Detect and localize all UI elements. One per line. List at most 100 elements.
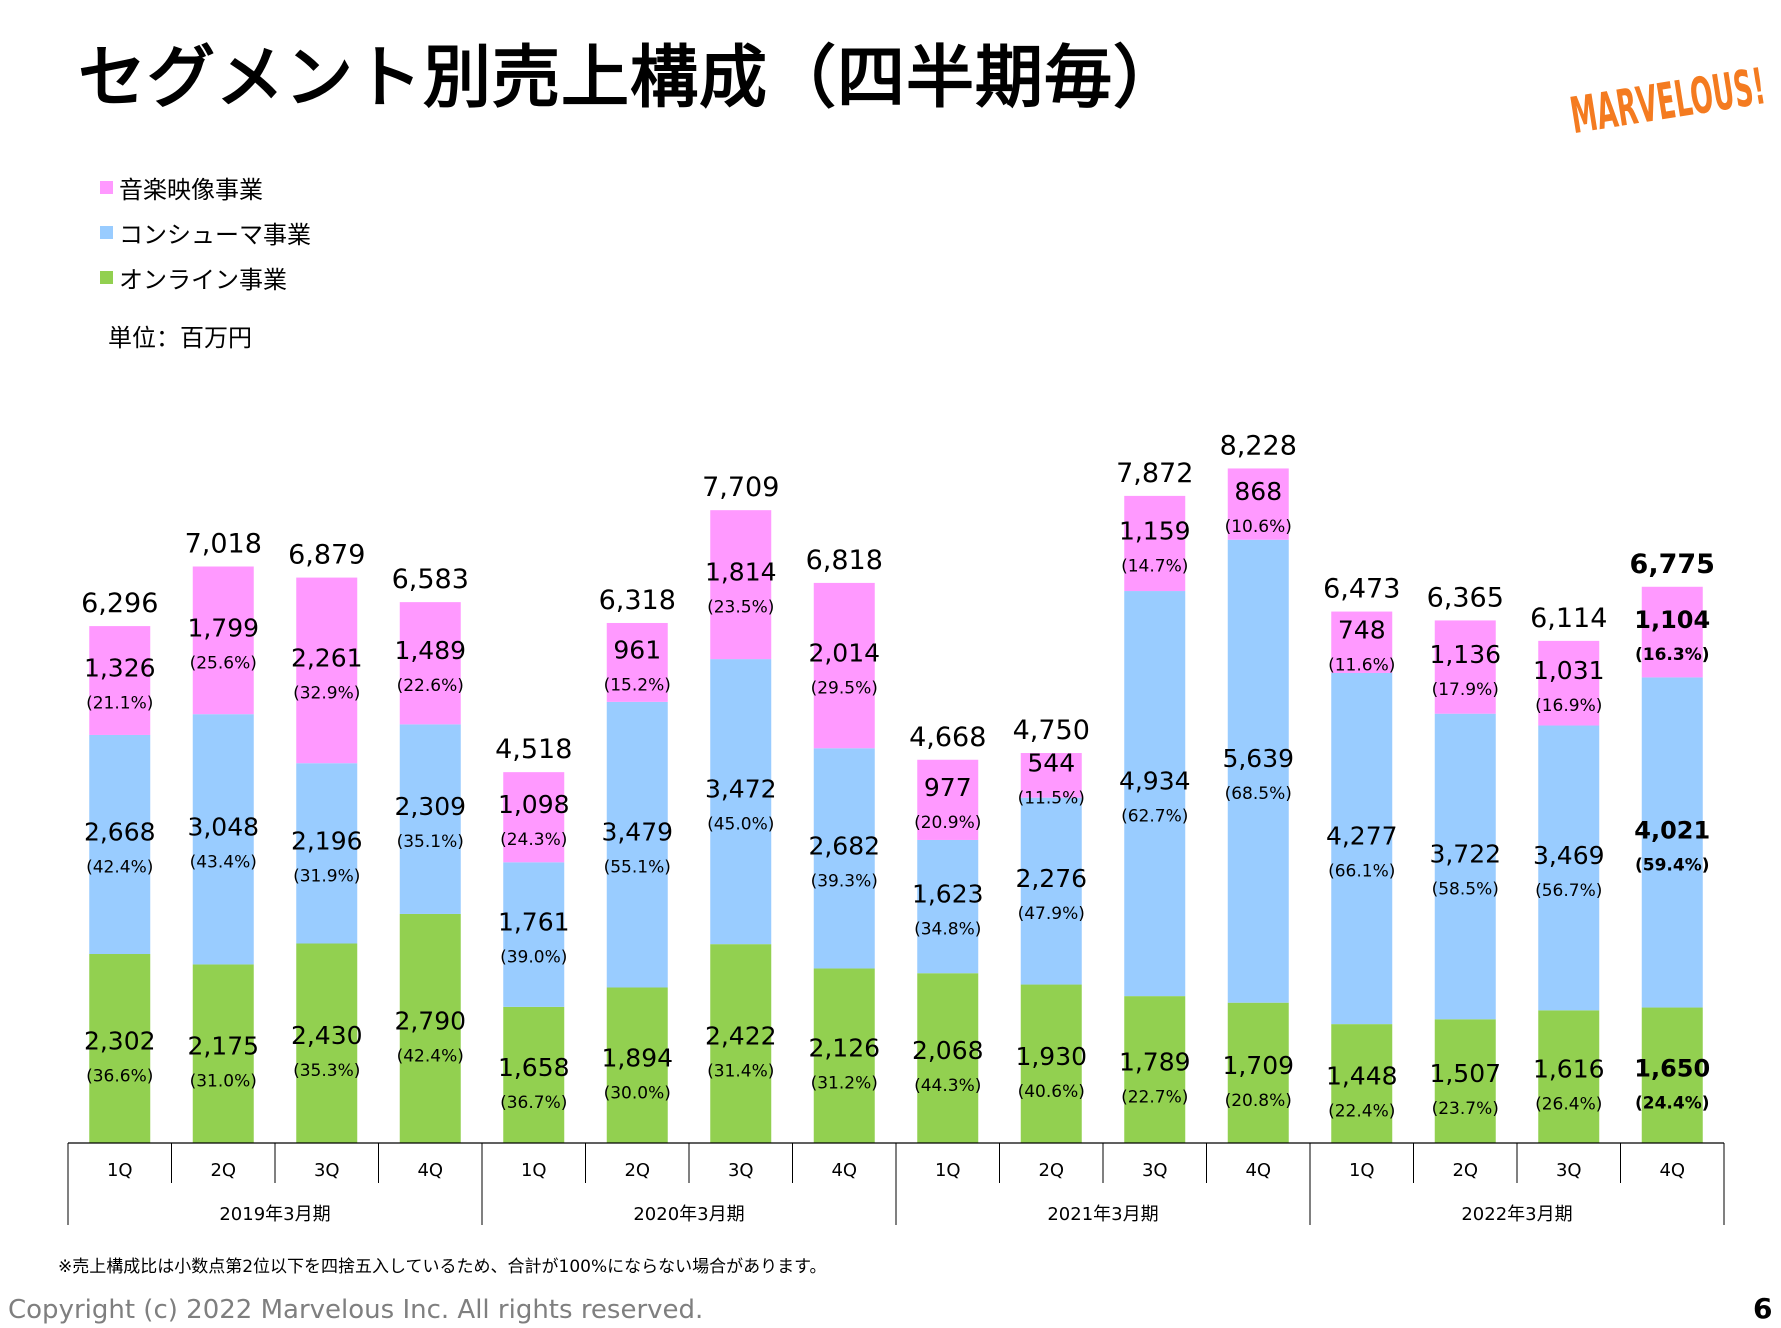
bar-music-8: [813, 582, 875, 749]
percent-label-consumer-12: (68.5%): [1225, 784, 1292, 804]
bar-consumer-1: [89, 734, 151, 955]
legend-label-online: オンライン事業: [119, 266, 287, 294]
category-label-3: 3Q: [314, 1160, 340, 1181]
category-label-11: 3Q: [1142, 1160, 1168, 1181]
total-label-9: 4,668: [909, 722, 986, 753]
bar-consumer-3: [296, 763, 358, 944]
category-label-16: 4Q: [1659, 1160, 1685, 1181]
value-label-music-2: 1,799: [187, 613, 259, 642]
bar-music-12: [1227, 468, 1289, 540]
percent-label-music-3: (32.9%): [293, 683, 360, 703]
bar-consumer-16: [1641, 677, 1703, 1008]
bar-music-9: [917, 759, 979, 840]
category-label-10: 2Q: [1038, 1160, 1064, 1181]
percent-label-music-7: (23.5%): [707, 598, 774, 618]
category-label-2: 2Q: [210, 1160, 236, 1181]
total-label-3: 6,879: [288, 540, 365, 571]
percent-label-online-13: (22.4%): [1328, 1102, 1395, 1122]
value-label-music-13: 748: [1338, 615, 1386, 644]
value-label-consumer-9: 1,623: [912, 880, 984, 909]
category-label-8: 4Q: [831, 1160, 857, 1181]
category-label-1: 1Q: [107, 1160, 133, 1181]
bar-online-8: [813, 968, 875, 1143]
percent-label-music-14: (17.9%): [1432, 680, 1499, 700]
bar-consumer-7: [710, 659, 772, 945]
bar-online-10: [1020, 984, 1082, 1143]
value-label-consumer-6: 3,479: [601, 818, 673, 847]
value-label-online-15: 1,616: [1533, 1055, 1605, 1084]
value-label-online-14: 1,507: [1429, 1059, 1501, 1088]
percent-label-online-7: (31.4%): [707, 1062, 774, 1082]
total-label-1: 6,296: [81, 588, 158, 619]
value-label-consumer-16: 4,021: [1634, 816, 1710, 844]
value-label-music-1: 1,326: [84, 654, 156, 683]
percent-label-consumer-10: (47.9%): [1018, 904, 1085, 924]
percent-label-consumer-15: (56.7%): [1535, 881, 1602, 901]
percent-label-consumer-2: (43.4%): [190, 852, 257, 872]
value-label-music-12: 868: [1234, 477, 1282, 506]
bar-online-6: [606, 987, 668, 1143]
bar-consumer-6: [606, 701, 668, 988]
total-label-5: 4,518: [495, 734, 572, 765]
percent-label-music-16: (16.3%): [1635, 645, 1710, 665]
bar-consumer-5: [503, 862, 565, 1007]
bar-online-4: [399, 913, 461, 1143]
percent-label-music-9: (20.9%): [914, 813, 981, 833]
total-label-11: 7,872: [1116, 458, 1193, 489]
value-label-online-10: 1,930: [1015, 1042, 1087, 1071]
page-title: セグメント別売上構成（四半期毎）: [78, 39, 1183, 118]
total-label-12: 8,228: [1220, 430, 1297, 461]
bar-music-14: [1434, 620, 1496, 714]
value-label-consumer-14: 3,722: [1429, 839, 1501, 868]
bar-music-13: [1331, 611, 1393, 673]
legend-item-music: 音楽映像事業: [100, 165, 311, 210]
group-label-0: 2019年3月期: [219, 1204, 330, 1225]
value-label-music-14: 1,136: [1429, 640, 1501, 669]
marvelous-logo: MARVELOUS!: [1566, 30, 1769, 145]
bar-music-15: [1538, 640, 1600, 726]
percent-label-online-2: (31.0%): [190, 1072, 257, 1092]
legend-swatch-music: [100, 181, 113, 194]
bar-online-14: [1434, 1019, 1496, 1143]
bar-online-5: [503, 1006, 565, 1143]
percent-label-online-11: (22.7%): [1121, 1088, 1188, 1108]
bar-music-7: [710, 510, 772, 660]
value-label-consumer-12: 5,639: [1222, 744, 1294, 773]
value-label-online-16: 1,650: [1634, 1054, 1710, 1082]
value-label-online-4: 2,790: [394, 1006, 466, 1035]
legend-label-consumer: コンシューマ事業: [119, 221, 311, 249]
value-label-music-6: 961: [613, 635, 661, 664]
category-label-15: 3Q: [1556, 1160, 1582, 1181]
bar-online-13: [1331, 1024, 1393, 1143]
percent-label-consumer-3: (31.9%): [293, 866, 360, 886]
legend-swatch-consumer: [100, 226, 113, 239]
category-label-7: 3Q: [728, 1160, 754, 1181]
percent-label-music-12: (10.6%): [1225, 517, 1292, 537]
value-label-music-11: 1,159: [1119, 516, 1191, 545]
total-label-2: 7,018: [185, 528, 262, 559]
bar-online-15: [1538, 1010, 1600, 1143]
value-label-consumer-3: 2,196: [291, 826, 363, 855]
value-label-music-15: 1,031: [1533, 656, 1605, 685]
bar-consumer-11: [1124, 591, 1186, 997]
bar-online-12: [1227, 1002, 1289, 1143]
total-label-6: 6,318: [599, 585, 676, 616]
total-label-7: 7,709: [702, 472, 779, 503]
bar-online-11: [1124, 996, 1186, 1143]
total-label-8: 6,818: [806, 545, 883, 576]
value-label-online-7: 2,422: [705, 1022, 777, 1051]
total-label-15: 6,114: [1530, 603, 1607, 634]
category-label-14: 2Q: [1452, 1160, 1478, 1181]
footnote: ※売上構成比は小数点第2位以下を四捨五入しているため、合計が100%にならない場…: [58, 1257, 827, 1277]
value-label-online-1: 2,302: [84, 1027, 156, 1056]
bar-consumer-2: [192, 714, 254, 965]
percent-label-music-2: (25.6%): [190, 653, 257, 673]
category-label-6: 2Q: [624, 1160, 650, 1181]
percent-label-consumer-13: (66.1%): [1328, 862, 1395, 882]
total-label-4: 6,583: [392, 564, 469, 595]
value-label-consumer-8: 2,682: [808, 831, 880, 860]
percent-label-music-5: (24.3%): [500, 830, 567, 850]
value-label-online-13: 1,448: [1326, 1062, 1398, 1091]
percent-label-online-12: (20.8%): [1225, 1091, 1292, 1111]
bar-online-9: [917, 973, 979, 1143]
